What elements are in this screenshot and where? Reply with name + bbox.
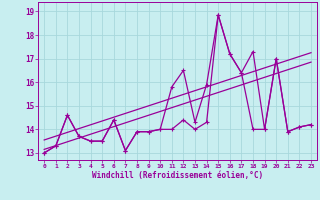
X-axis label: Windchill (Refroidissement éolien,°C): Windchill (Refroidissement éolien,°C) (92, 171, 263, 180)
